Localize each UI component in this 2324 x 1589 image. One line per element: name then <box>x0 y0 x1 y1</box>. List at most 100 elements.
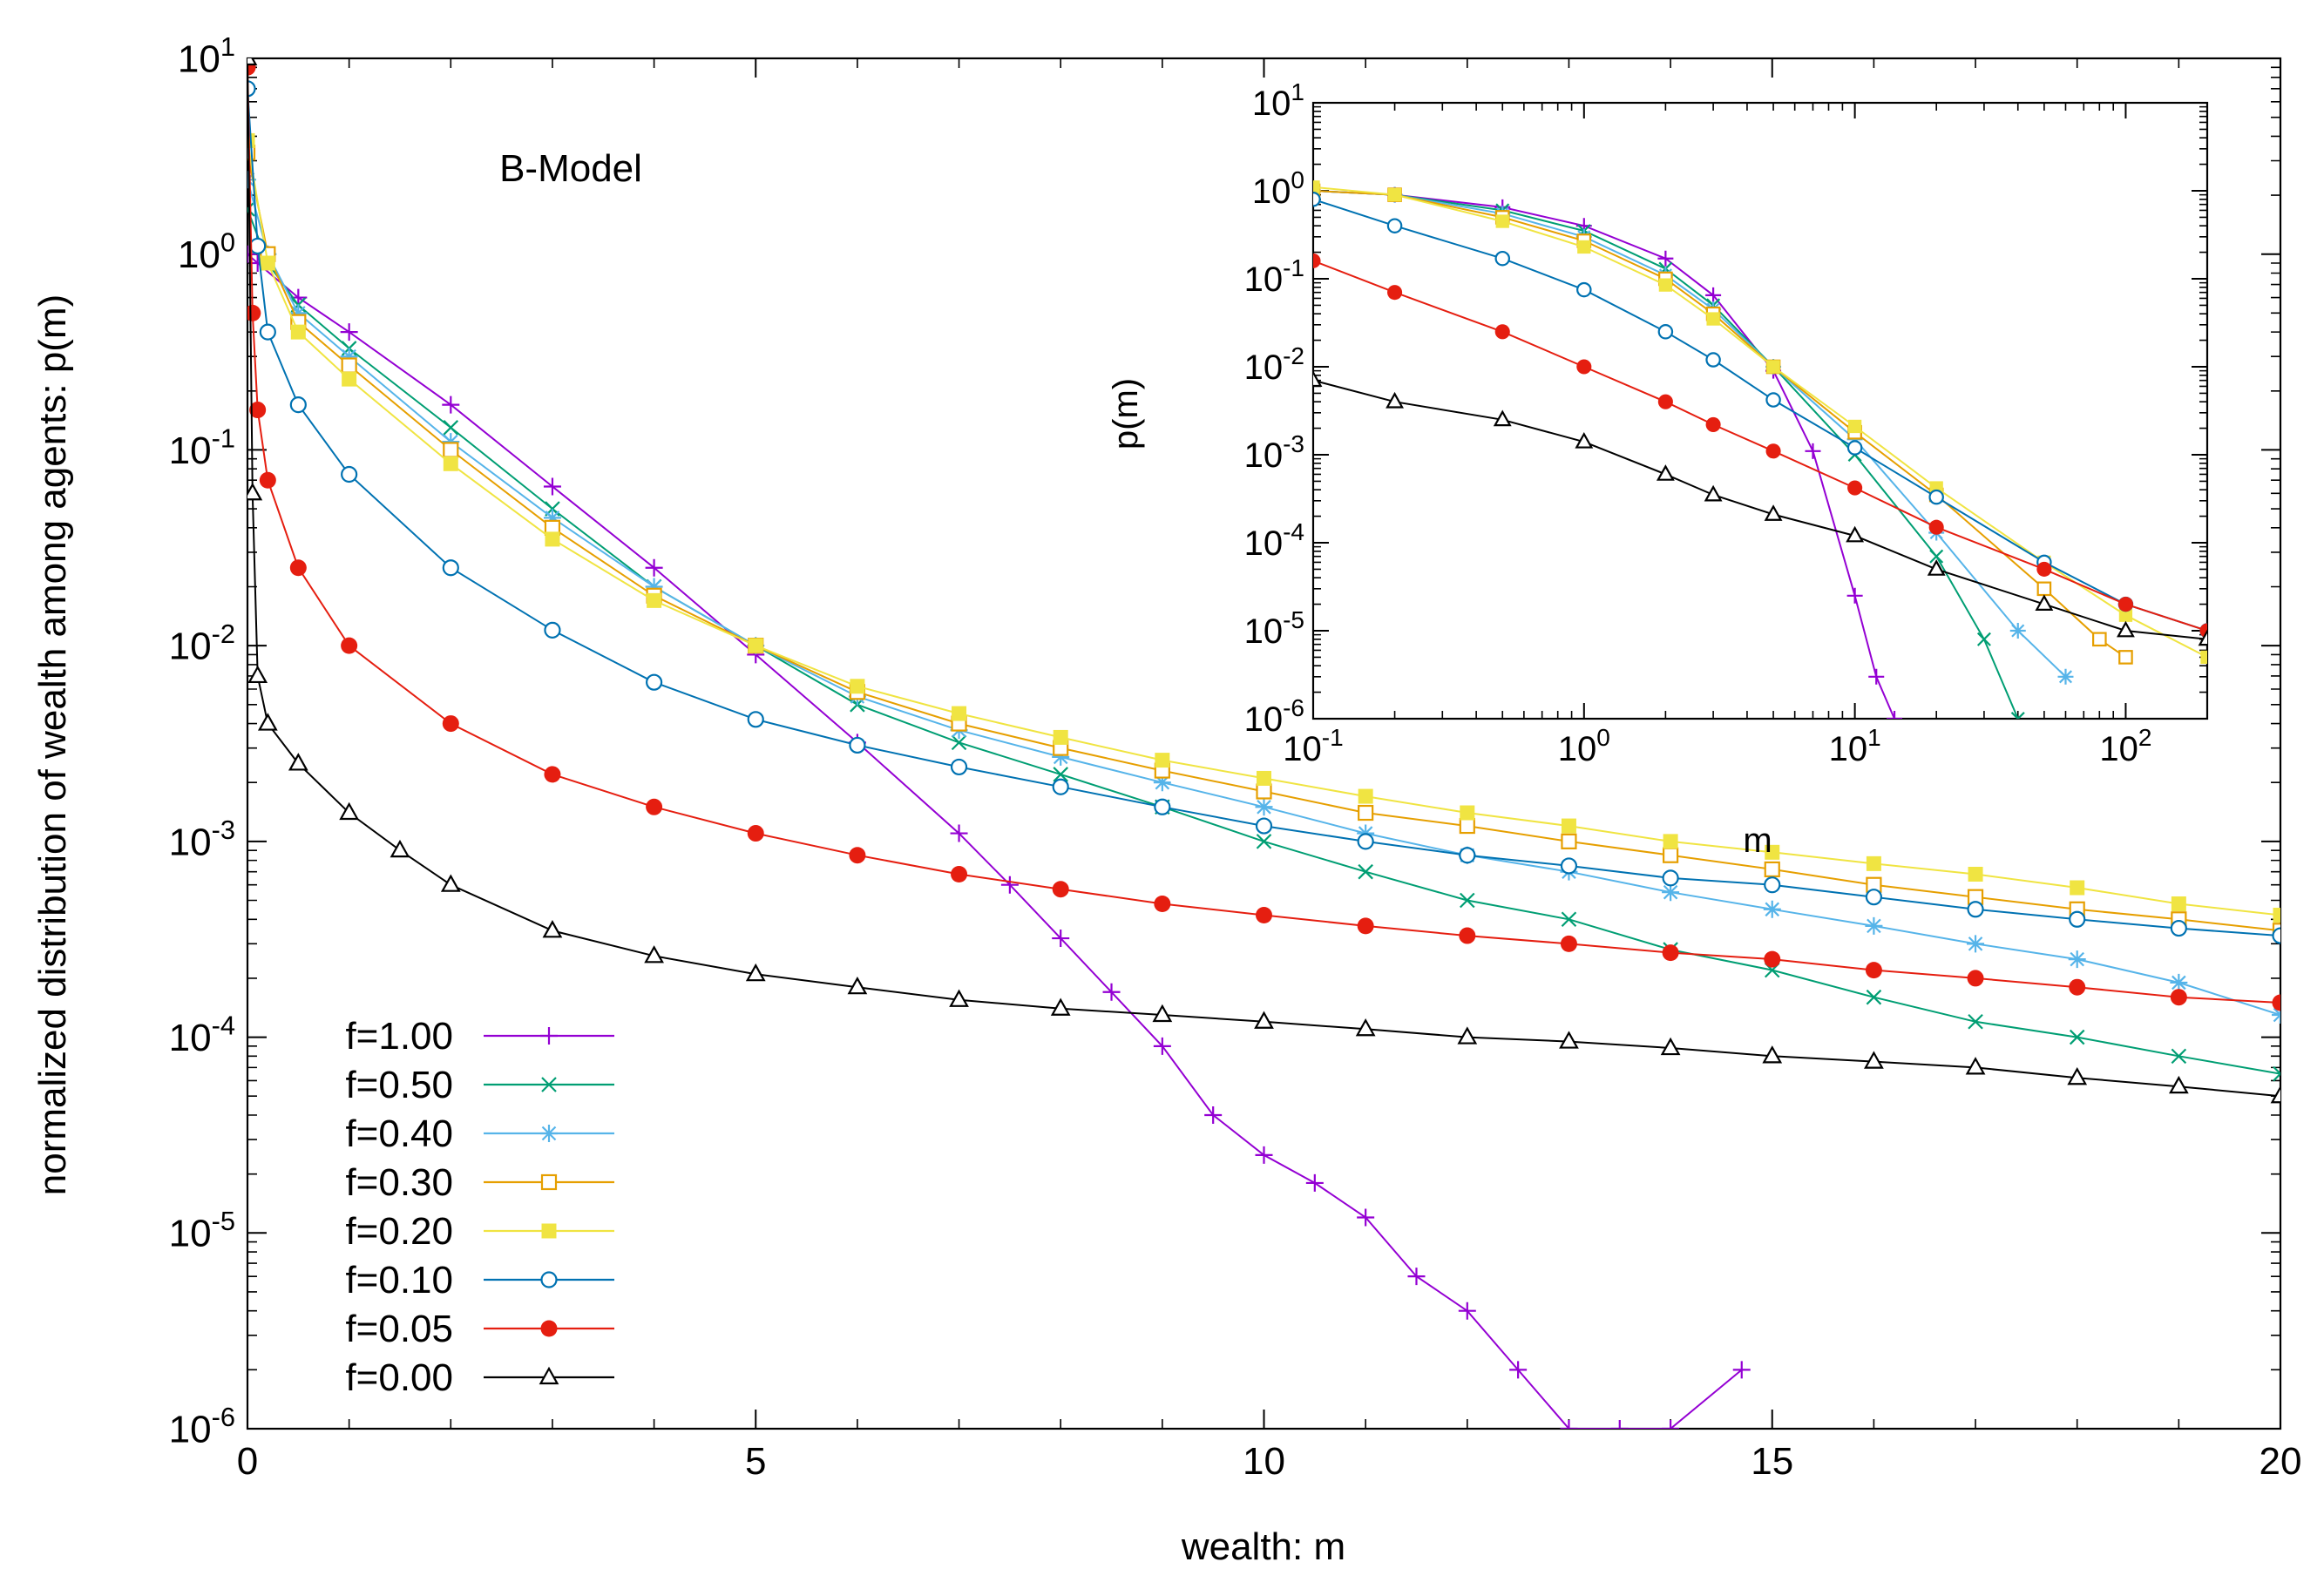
data-point <box>341 465 358 483</box>
data-point <box>2170 919 2187 937</box>
data-point <box>2069 910 2086 928</box>
data-point <box>1154 798 1171 815</box>
data-point <box>1386 391 1404 409</box>
data-point <box>1656 464 1675 481</box>
data-point <box>1658 278 1673 292</box>
data-point <box>747 711 764 728</box>
data-point <box>1257 770 1271 786</box>
x-tick-label: 10-1 <box>1283 724 1343 768</box>
data-point <box>2069 1029 2085 1045</box>
data-point <box>1967 935 1985 953</box>
data-point <box>544 766 561 783</box>
data-point <box>1458 1302 1476 1320</box>
data-point <box>950 824 968 842</box>
data-point <box>257 713 278 731</box>
data-point <box>2118 650 2133 665</box>
data-point <box>1846 440 1863 456</box>
data-point <box>2171 896 2186 911</box>
data-point <box>1256 834 1272 849</box>
data-point <box>1561 818 1576 834</box>
legend-marker <box>539 1366 559 1385</box>
data-point <box>1560 1420 1578 1429</box>
legend-entry: f=0.00 <box>345 1356 614 1399</box>
data-point <box>1052 930 1070 948</box>
data-point <box>289 559 307 577</box>
x-tick-label: 0 <box>237 1440 258 1483</box>
data-point <box>2068 950 2086 969</box>
data-point <box>2036 581 2052 597</box>
data-point <box>2117 620 2135 638</box>
data-point <box>1865 889 1882 906</box>
data-point <box>1459 847 1476 864</box>
series-curve-7 <box>1313 370 2207 646</box>
data-point <box>288 753 308 771</box>
data-point <box>950 758 968 776</box>
data-point <box>247 483 263 501</box>
data-point <box>443 442 459 458</box>
axis-ticks <box>247 57 2281 1430</box>
data-point <box>1660 1037 1681 1056</box>
data-point <box>647 592 662 608</box>
data-point <box>2067 1066 2088 1085</box>
data-point <box>2171 1048 2187 1065</box>
data-point <box>847 976 868 995</box>
data-point <box>247 201 255 217</box>
series-line <box>1313 190 2126 659</box>
data-point <box>644 945 664 964</box>
data-point <box>1577 240 1591 254</box>
data-point <box>1927 559 1946 576</box>
legend-marker <box>540 1320 558 1337</box>
y-tick-label: 10-2 <box>169 619 235 667</box>
data-point <box>544 621 561 639</box>
y-tick-label: 10-5 <box>1244 606 1304 651</box>
data-point <box>1313 370 1323 388</box>
data-point <box>1052 778 1069 795</box>
data-point <box>748 638 763 653</box>
data-point <box>2273 908 2280 923</box>
data-point <box>1575 431 1594 449</box>
data-point <box>745 963 766 982</box>
series-layer <box>1313 180 2207 719</box>
data-point <box>646 798 663 815</box>
data-point <box>1662 883 1680 902</box>
data-point <box>1928 519 1944 535</box>
data-point <box>1313 192 1321 207</box>
legend-label: f=0.50 <box>345 1064 453 1106</box>
series-line <box>247 58 2280 1098</box>
data-point <box>849 847 866 864</box>
inset-plot: 10-6 10-5 10-4 10-3 10-2 10-1 100 101 10-1 100 101… <box>1107 78 2209 860</box>
data-point <box>1847 480 1863 496</box>
data-point <box>1387 187 1402 202</box>
data-point <box>1357 1208 1375 1227</box>
data-point <box>2092 632 2107 647</box>
data-point <box>1866 989 1882 1005</box>
data-point <box>1254 1011 1274 1029</box>
data-point <box>1846 525 1865 543</box>
y-tick-label: 100 <box>178 227 235 276</box>
data-point <box>442 559 459 577</box>
x-axis-label: m <box>1743 822 1772 860</box>
data-point <box>341 357 357 374</box>
data-point <box>1764 861 1780 878</box>
data-point <box>1866 855 1881 871</box>
data-point <box>1864 1051 1884 1069</box>
data-point <box>850 679 865 694</box>
data-point <box>1657 250 1674 267</box>
data-point <box>1732 1361 1751 1379</box>
y-axis-label: p(m) <box>1107 378 1145 450</box>
data-point <box>443 456 458 471</box>
data-point <box>1765 443 1781 459</box>
data-point <box>2070 880 2085 896</box>
data-point <box>1865 916 1883 935</box>
series-line <box>247 88 2280 937</box>
data-point <box>1805 443 1821 459</box>
data-point <box>341 637 358 654</box>
data-point <box>1357 833 1374 850</box>
data-point <box>1457 1026 1478 1045</box>
data-point <box>1052 747 1070 766</box>
data-point <box>1494 324 1510 340</box>
data-point <box>1305 1173 1324 1192</box>
data-point <box>1765 844 1780 860</box>
x-tick-label: 100 <box>1558 724 1610 768</box>
